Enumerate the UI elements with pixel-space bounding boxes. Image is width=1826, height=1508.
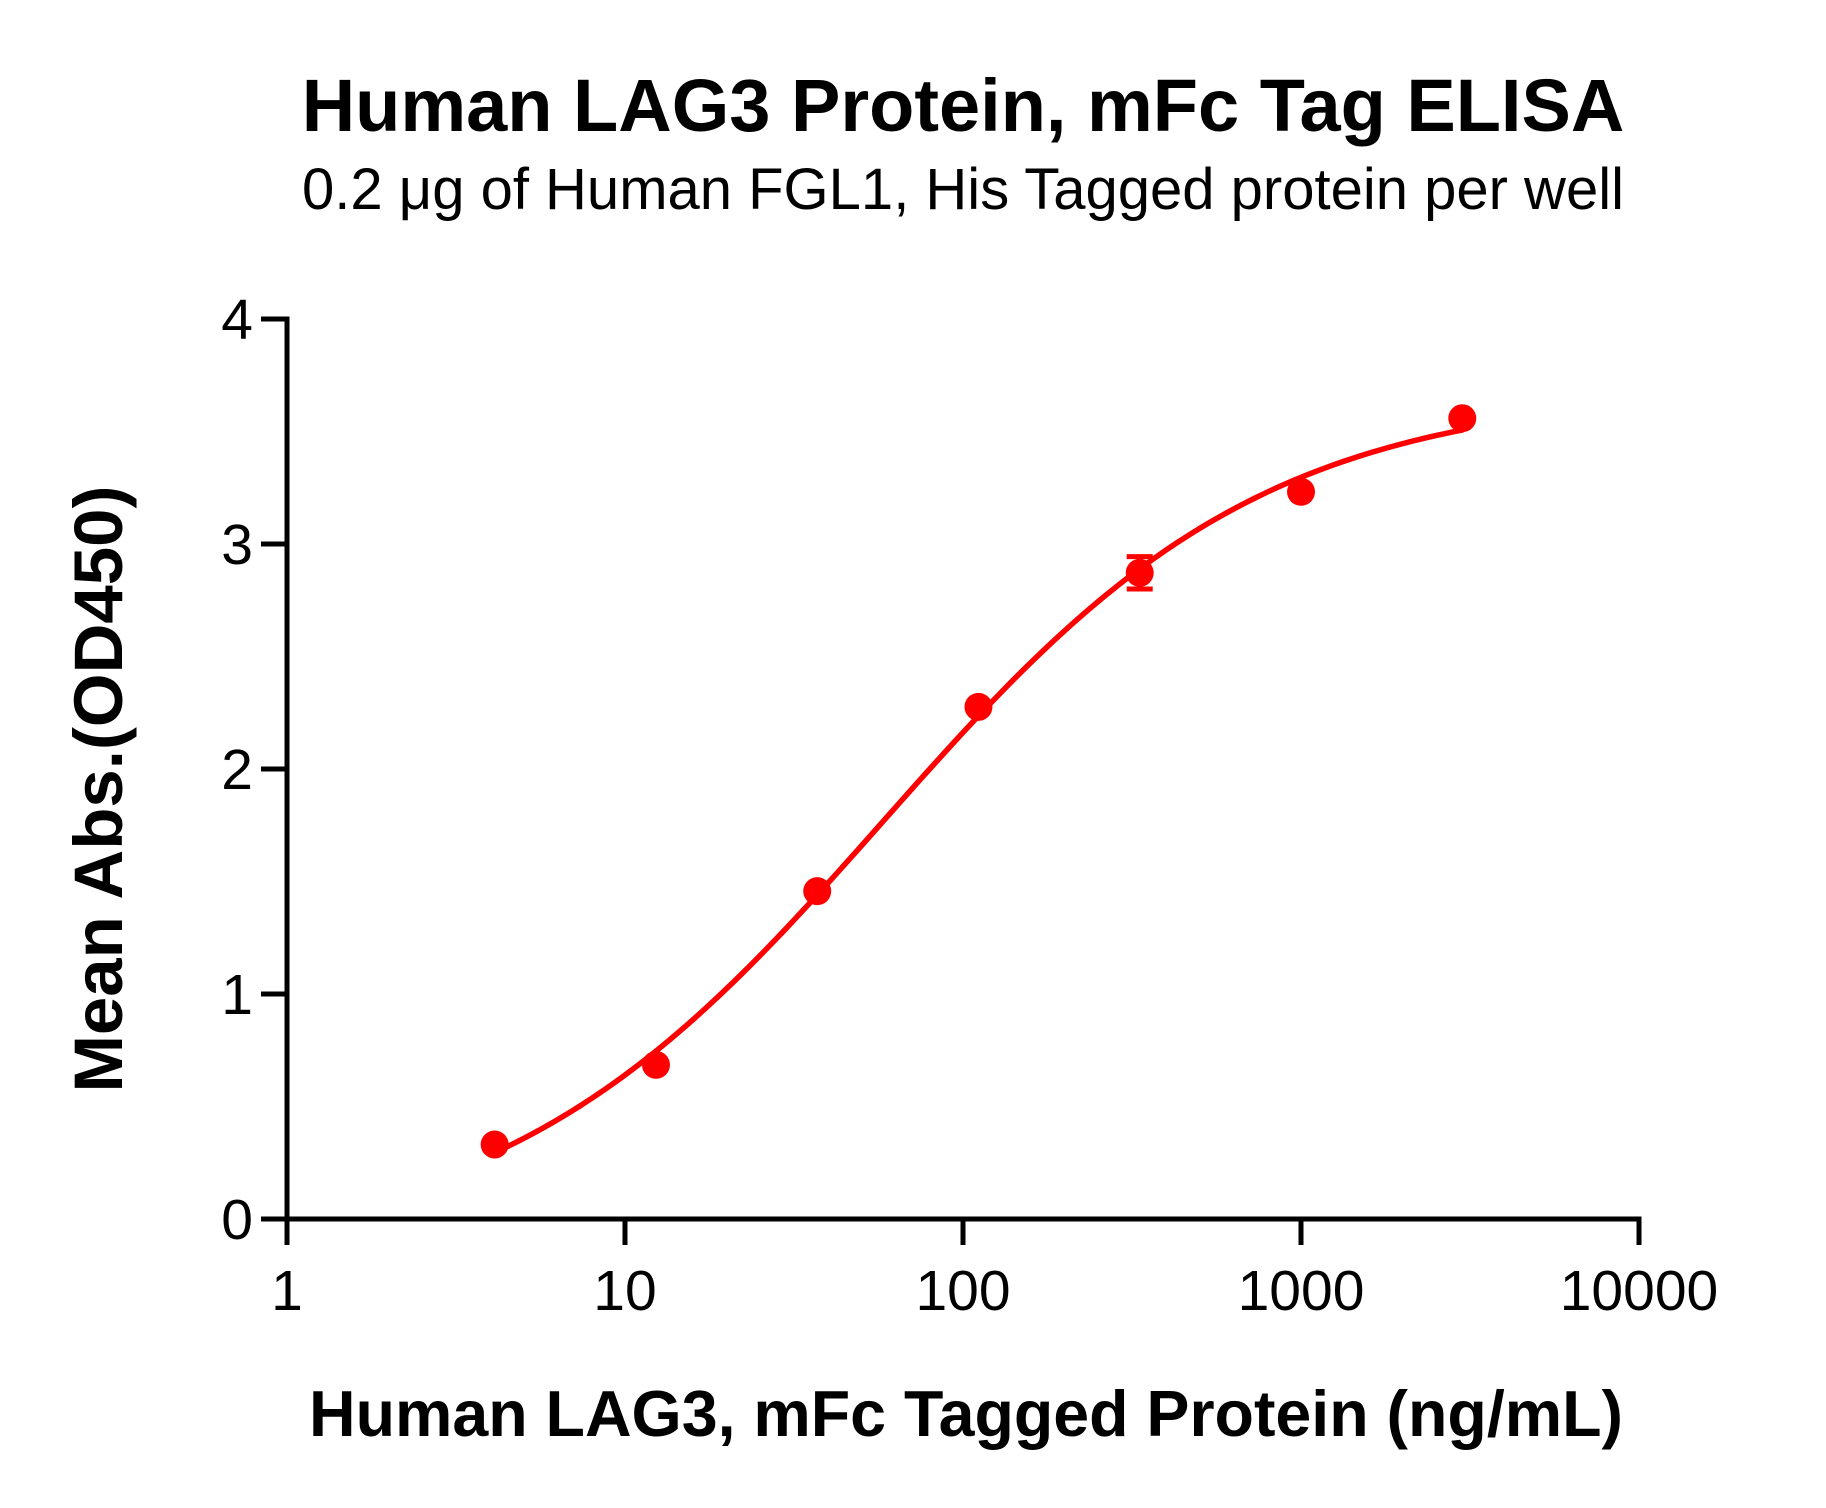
data-point [480,1130,509,1159]
data-point [964,692,993,721]
y-tick-label: 0 [221,1188,253,1252]
x-tick-label: 10 [593,1259,656,1323]
y-axis-title: Mean Abs.(OD450) [60,485,137,1092]
data-point [1125,558,1154,587]
y-tick-label: 3 [221,513,253,577]
data-point [803,877,832,906]
chart-title: Human LAG3 Protein, mFc Tag ELISA [302,64,1625,147]
x-tick-label: 100 [915,1259,1010,1323]
y-tick-label: 4 [221,288,253,352]
y-tick-label: 2 [221,738,253,802]
data-point [641,1050,670,1079]
chart-subtitle: 0.2 μg of Human FGL1, His Tagged protein… [302,157,1624,222]
data-point [1448,404,1477,433]
x-tick-label: 10000 [1560,1259,1719,1323]
data-point [1287,477,1315,506]
y-tick-label: 1 [221,963,253,1027]
fit-curve [491,427,1466,1156]
x-tick-label: 1000 [1238,1259,1365,1323]
x-axis-title: Human LAG3, mFc Tagged Protein (ng/mL) [309,1378,1623,1450]
x-tick-label: 1 [271,1259,303,1323]
